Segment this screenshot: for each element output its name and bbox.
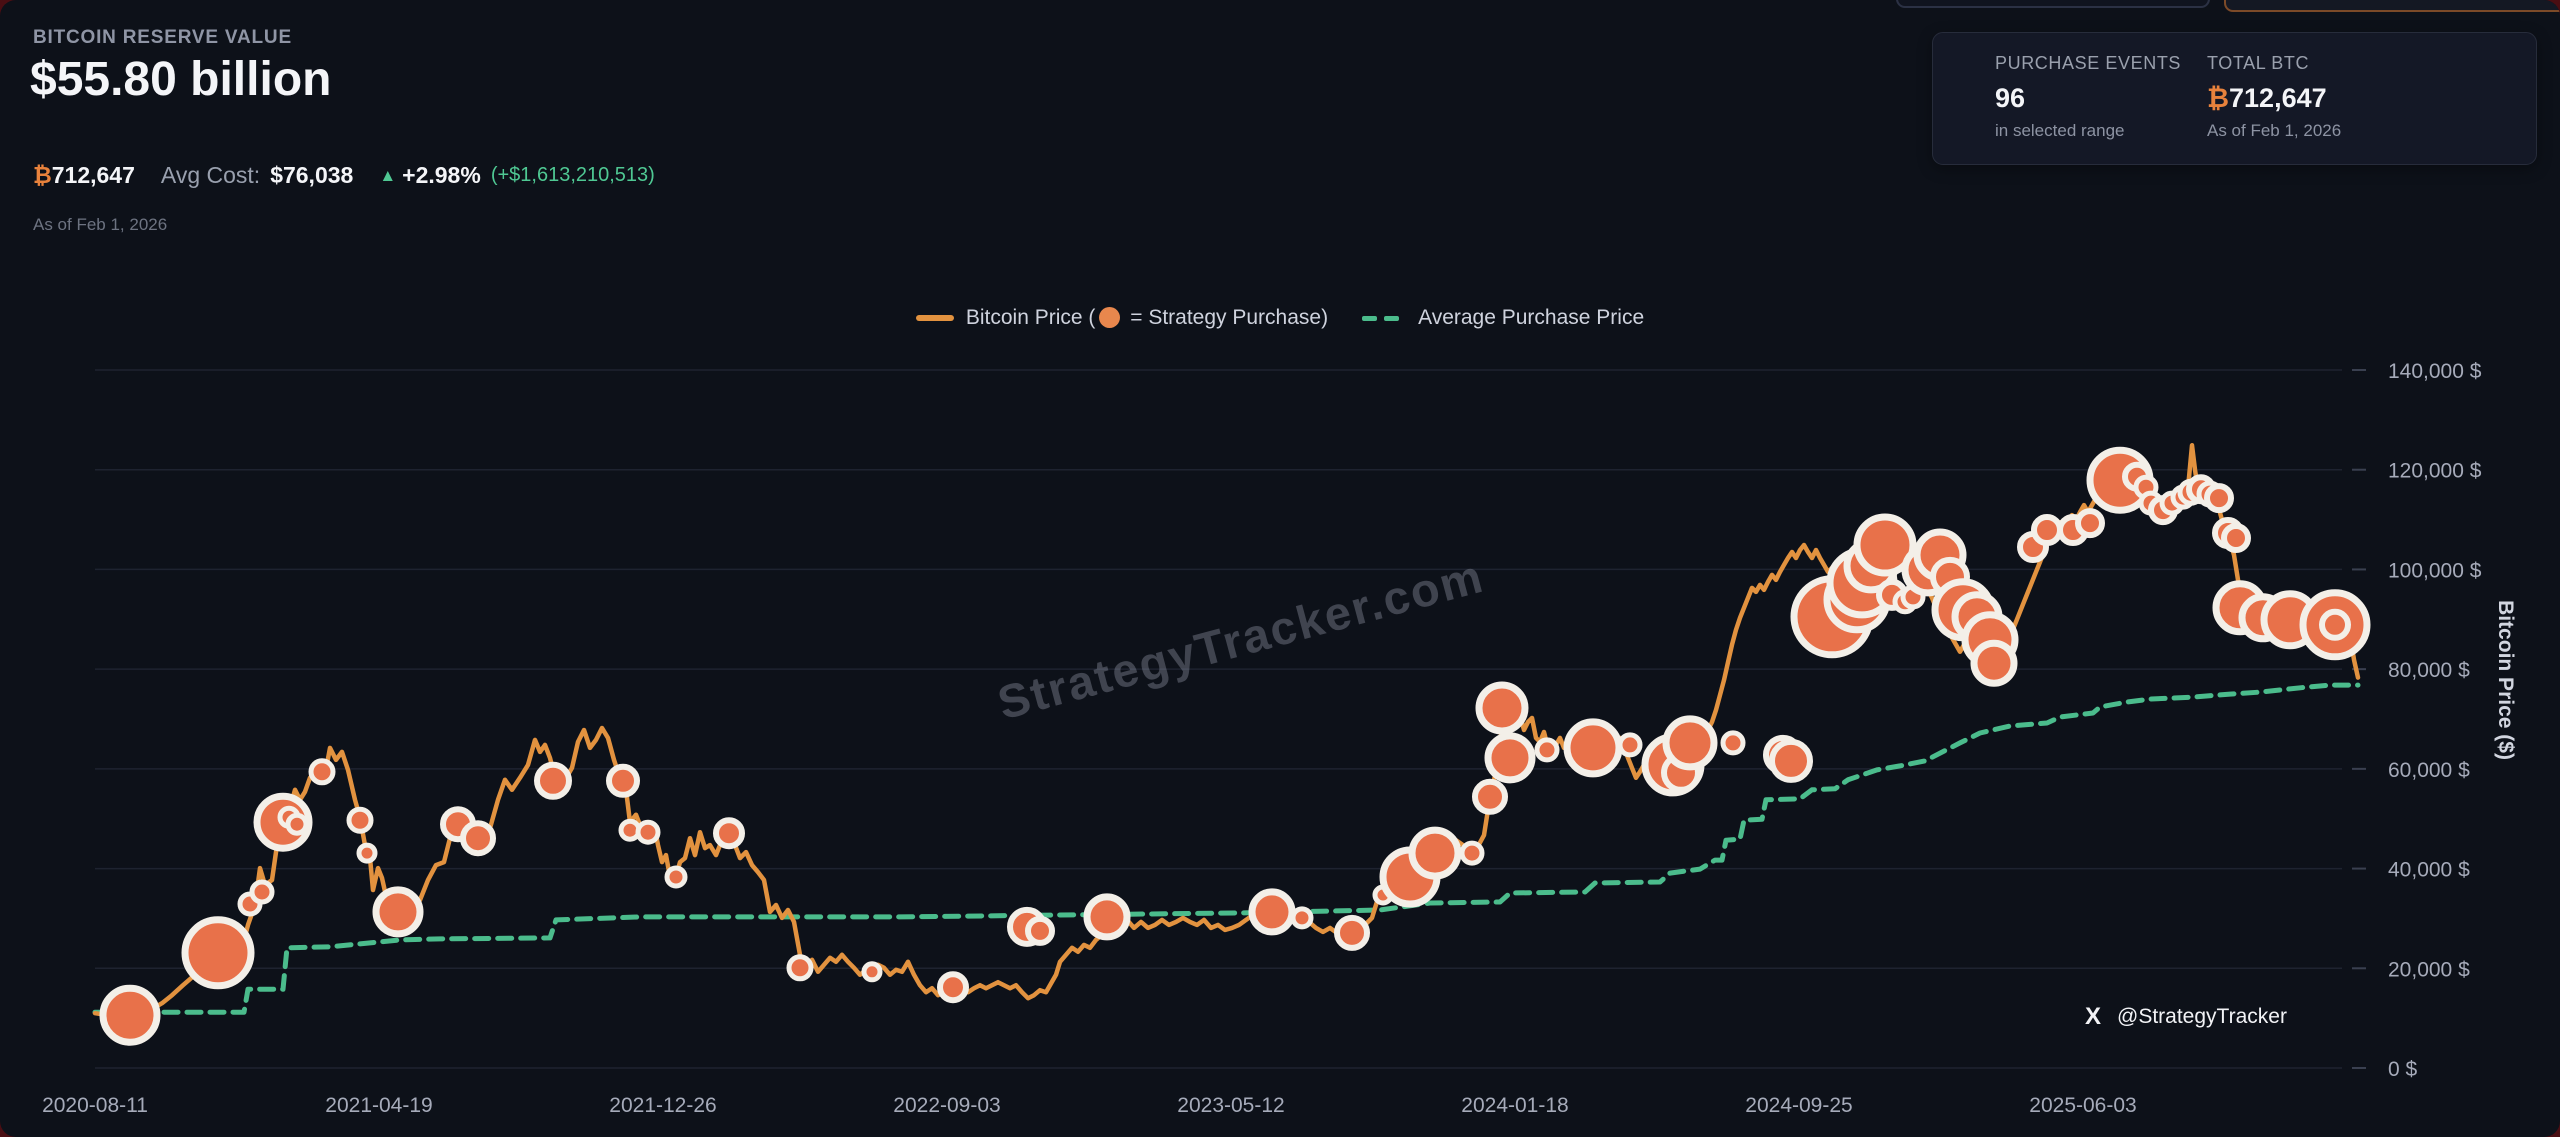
cutoff-control-right[interactable] (2224, 0, 2560, 12)
total-btc-value: ₿712,647 (2207, 83, 2327, 113)
avg-line-swatch-icon (1362, 315, 1406, 321)
purchase-events-sub: in selected range (1995, 121, 2125, 140)
svg-text:2021-04-19: 2021-04-19 (325, 1094, 432, 1117)
chart-legend: Bitcoin Price ( = Strategy Purchase) Ave… (0, 306, 2560, 330)
svg-text:2022-09-03: 2022-09-03 (893, 1094, 1000, 1117)
svg-text:120,000 $: 120,000 $ (2388, 460, 2482, 483)
avg-cost-value: $76,038 (270, 162, 354, 188)
as-of-date: As of Feb 1, 2026 (33, 215, 168, 234)
svg-text:140,000 $: 140,000 $ (2388, 360, 2482, 383)
total-btc-sub: As of Feb 1, 2026 (2207, 121, 2342, 140)
legend-price-label: Bitcoin Price ( = Strategy Purchase) (965, 306, 1329, 329)
btc-icon: ₿ (2207, 83, 2230, 113)
chart-axis-labels: 0 $ 20,000 $ 40,000 $ 60,000 $ 80,000 $ 100,0… (42, 360, 2482, 1117)
svg-text:0 $: 0 $ (2388, 1058, 2418, 1081)
total-btc-label: TOTAL BTC (2207, 53, 2310, 73)
purchase-events-label: PURCHASE EVENTS (1995, 53, 2182, 73)
page-title-label: BITCOIN RESERVE VALUE (33, 27, 292, 48)
change-percent: +2.98% (402, 162, 481, 188)
svg-text:100,000 $: 100,000 $ (2388, 559, 2482, 582)
legend-avg-label: Average Purchase Price (1418, 306, 1645, 329)
twitter-handle: @StrategyTracker (2117, 1005, 2287, 1028)
svg-text:2024-09-25: 2024-09-25 (1745, 1094, 1852, 1117)
svg-text:20,000 $: 20,000 $ (2388, 958, 2470, 981)
svg-text:40,000 $: 40,000 $ (2388, 859, 2470, 882)
reserve-value: $55.80 billion (30, 53, 332, 106)
watermark: StrategyTracker.com (992, 549, 1489, 730)
y-axis-title: Bitcoin Price ($) (2494, 600, 2517, 760)
btc-icon: ₿ (33, 162, 52, 188)
avg-cost-label: Avg Cost: (160, 162, 261, 188)
svg-text:2024-01-18: 2024-01-18 (1461, 1094, 1568, 1117)
svg-text:2020-08-11: 2020-08-11 (42, 1094, 148, 1117)
stats-row: ₿ 712,647 Avg Cost: $76,038 ▲ +2.98% (+$1… (33, 162, 655, 189)
price-line-swatch-icon (915, 315, 954, 321)
svg-text:80,000 $: 80,000 $ (2388, 659, 2470, 682)
x-logo-icon: X (2085, 1003, 2102, 1030)
svg-text:2025-06-03: 2025-06-03 (2029, 1094, 2136, 1117)
chart-grid (95, 369, 2366, 1069)
chart-series (92, 443, 2371, 1046)
svg-text:2021-12-26: 2021-12-26 (609, 1094, 716, 1117)
purchase-events-value: 96 (1995, 83, 2026, 113)
svg-text:2023-05-12: 2023-05-12 (1177, 1094, 1284, 1117)
purchase-bubble-icon (1099, 307, 1121, 328)
change-absolute: (+$1,613,210,513) (490, 164, 655, 186)
summary-panel: PURCHASE EVENTS 96 in selected range TOT… (1932, 32, 2537, 165)
twitter-credit[interactable]: X @StrategyTracker (2085, 1003, 2287, 1031)
btc-amount: 712,647 (51, 162, 135, 188)
svg-text:60,000 $: 60,000 $ (2388, 759, 2470, 782)
up-arrow-icon: ▲ (379, 165, 397, 185)
